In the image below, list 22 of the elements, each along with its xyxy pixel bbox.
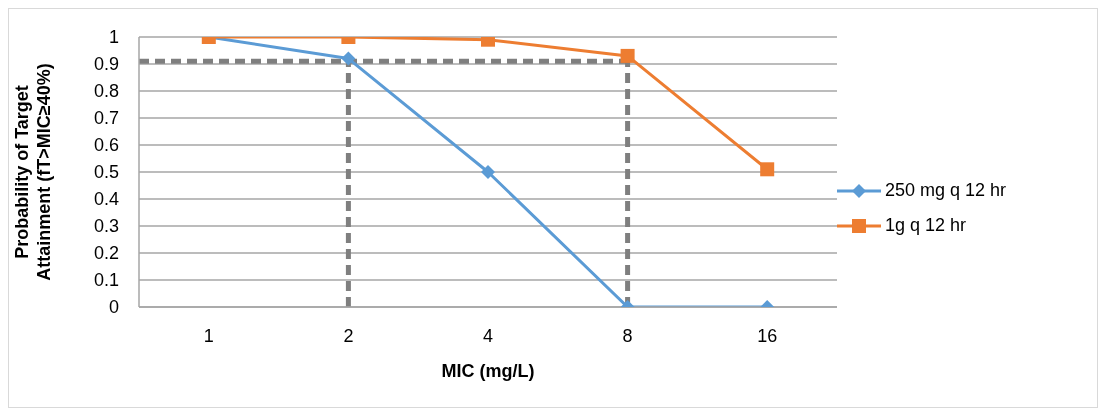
y-tick-label: 0.5 [93,162,119,183]
legend-label: 1g q 12 hr [885,215,967,236]
y-tick-label: 0.2 [93,243,119,264]
y-tick-label: 0.7 [93,108,119,129]
point [760,162,775,177]
y-tick-label: 1 [108,27,119,48]
y-axis-title: Probability of Target Attainment (fT>MIC≥40%) [12,63,54,281]
point [481,165,495,179]
x-tick-label: 2 [343,325,354,346]
y-tick-label: 0.8 [93,81,119,102]
x-tick-label: 1 [203,325,214,346]
x-tick-label: 8 [622,325,633,346]
y-tick-label: 0.9 [93,54,119,75]
x-tick-label: 4 [482,325,494,346]
x-axis-title: MIC (mg/L) [441,361,535,381]
y-tick-label: 0.6 [93,135,119,156]
y-tick-label: 0 [108,297,119,318]
y-tick-label: 0.1 [93,270,119,291]
y-tick-label: 0.4 [93,189,119,210]
y-tick-label: 0.3 [93,216,119,237]
x-tick-label: 16 [757,325,778,346]
legend-label: 250 mg q 12 hr [885,180,1007,201]
